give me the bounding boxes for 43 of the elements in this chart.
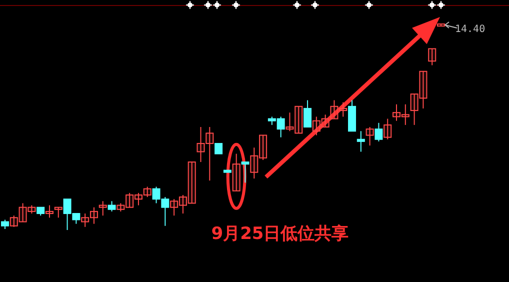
candlestick (419, 70, 428, 109)
candlestick (312, 116, 320, 136)
candlestick (410, 94, 418, 126)
candlestick (178, 194, 187, 214)
candlestick (304, 100, 312, 128)
candlestick (206, 126, 214, 182)
candlestick (384, 118, 392, 140)
candlestick (374, 122, 383, 142)
candlestick (98, 200, 107, 216)
candlestick (116, 202, 125, 212)
candlestick (28, 204, 36, 214)
candlestick (214, 142, 223, 154)
candlestick (356, 130, 365, 152)
candlestick (45, 204, 54, 218)
candlestick (366, 126, 374, 146)
candlestick (10, 215, 18, 228)
candlestick (339, 102, 348, 118)
candlestick (188, 162, 196, 204)
candlestick (392, 104, 401, 122)
candlestick (143, 186, 152, 198)
candlestick (54, 206, 62, 218)
candlestick (294, 106, 303, 134)
candlestick (196, 126, 205, 163)
candlestick (401, 104, 410, 126)
candlestick (428, 48, 436, 66)
candlestick (321, 114, 330, 128)
candlestick (81, 213, 90, 228)
candlestick (437, 24, 445, 27)
candlestick (330, 100, 338, 120)
candlestick (1, 219, 9, 230)
candlestick (134, 192, 142, 206)
candlestick (250, 147, 258, 179)
candlestick (126, 192, 134, 208)
annotation: 9月25日低位共享 (211, 224, 349, 244)
candlestick (108, 200, 116, 212)
candlestick (18, 202, 27, 222)
text: 14.40 (455, 24, 486, 35)
candlestick (241, 162, 250, 184)
candlestick (232, 153, 240, 192)
candlestick (170, 198, 178, 216)
candlestick (286, 112, 294, 132)
candlestick (259, 134, 268, 160)
candlestick (90, 206, 98, 224)
